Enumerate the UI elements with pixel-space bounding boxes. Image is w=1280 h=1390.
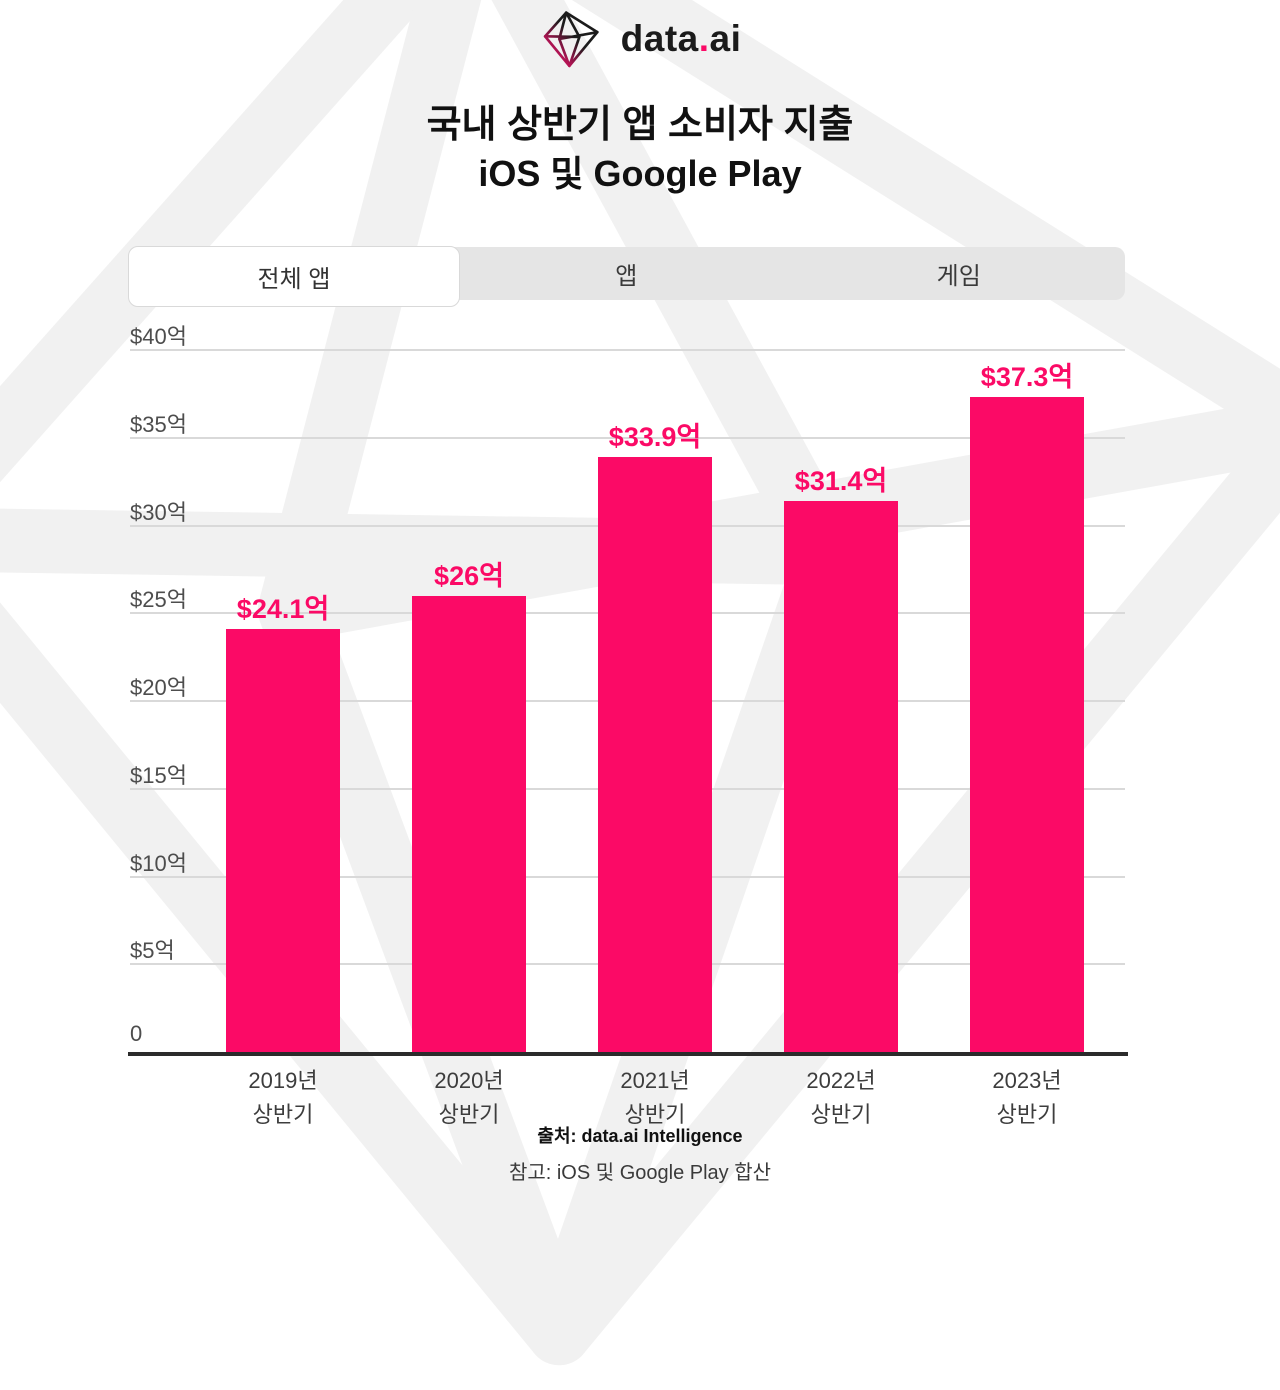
bar-2022년 (784, 500, 898, 1052)
content: data.ai 국내 상반기 앱 소비자 지출 iOS 및 Google Pla… (0, 11, 1280, 1185)
bar-value-label: $24.1억 (236, 594, 330, 625)
y-tick-label: $35억 (130, 411, 187, 437)
bar-2021년 (598, 457, 712, 1052)
bar-value-label: $33.9억 (608, 422, 702, 453)
y-tick-label: $10억 (130, 850, 187, 876)
bar-value-label: $37.3억 (980, 362, 1074, 393)
bar-value-label: $26억 (434, 560, 504, 591)
x-label-year: 2023년 (992, 1068, 1062, 1093)
bar-chart: $40억 $35억 $30억 $25억 $20억 $15억 $10억 $5억 0 $24.1억 20… (128, 324, 1128, 1127)
bar-2023년 (970, 397, 1084, 1052)
bar-value-label: $31.4억 (794, 465, 888, 496)
bar-2019년 (226, 629, 340, 1052)
footer: 출처: data.ai Intelligence 참고: iOS 및 Googl… (0, 1122, 1280, 1185)
y-tick-label: $40억 (130, 324, 187, 349)
x-axis-line (128, 1052, 1128, 1056)
y-tick-label: $30억 (130, 499, 187, 525)
y-tick-label: 0 (130, 1021, 143, 1046)
y-tick-label: $20억 (130, 675, 187, 700)
y-tick-label: $15억 (130, 762, 187, 788)
note-text: 참고: iOS 및 Google Play 합산 (508, 1162, 772, 1184)
y-tick-label: $5억 (130, 938, 175, 964)
bar-2020년 (412, 595, 526, 1052)
source-text: 출처: data.ai Intelligence (537, 1126, 743, 1146)
gridline (130, 349, 1125, 351)
